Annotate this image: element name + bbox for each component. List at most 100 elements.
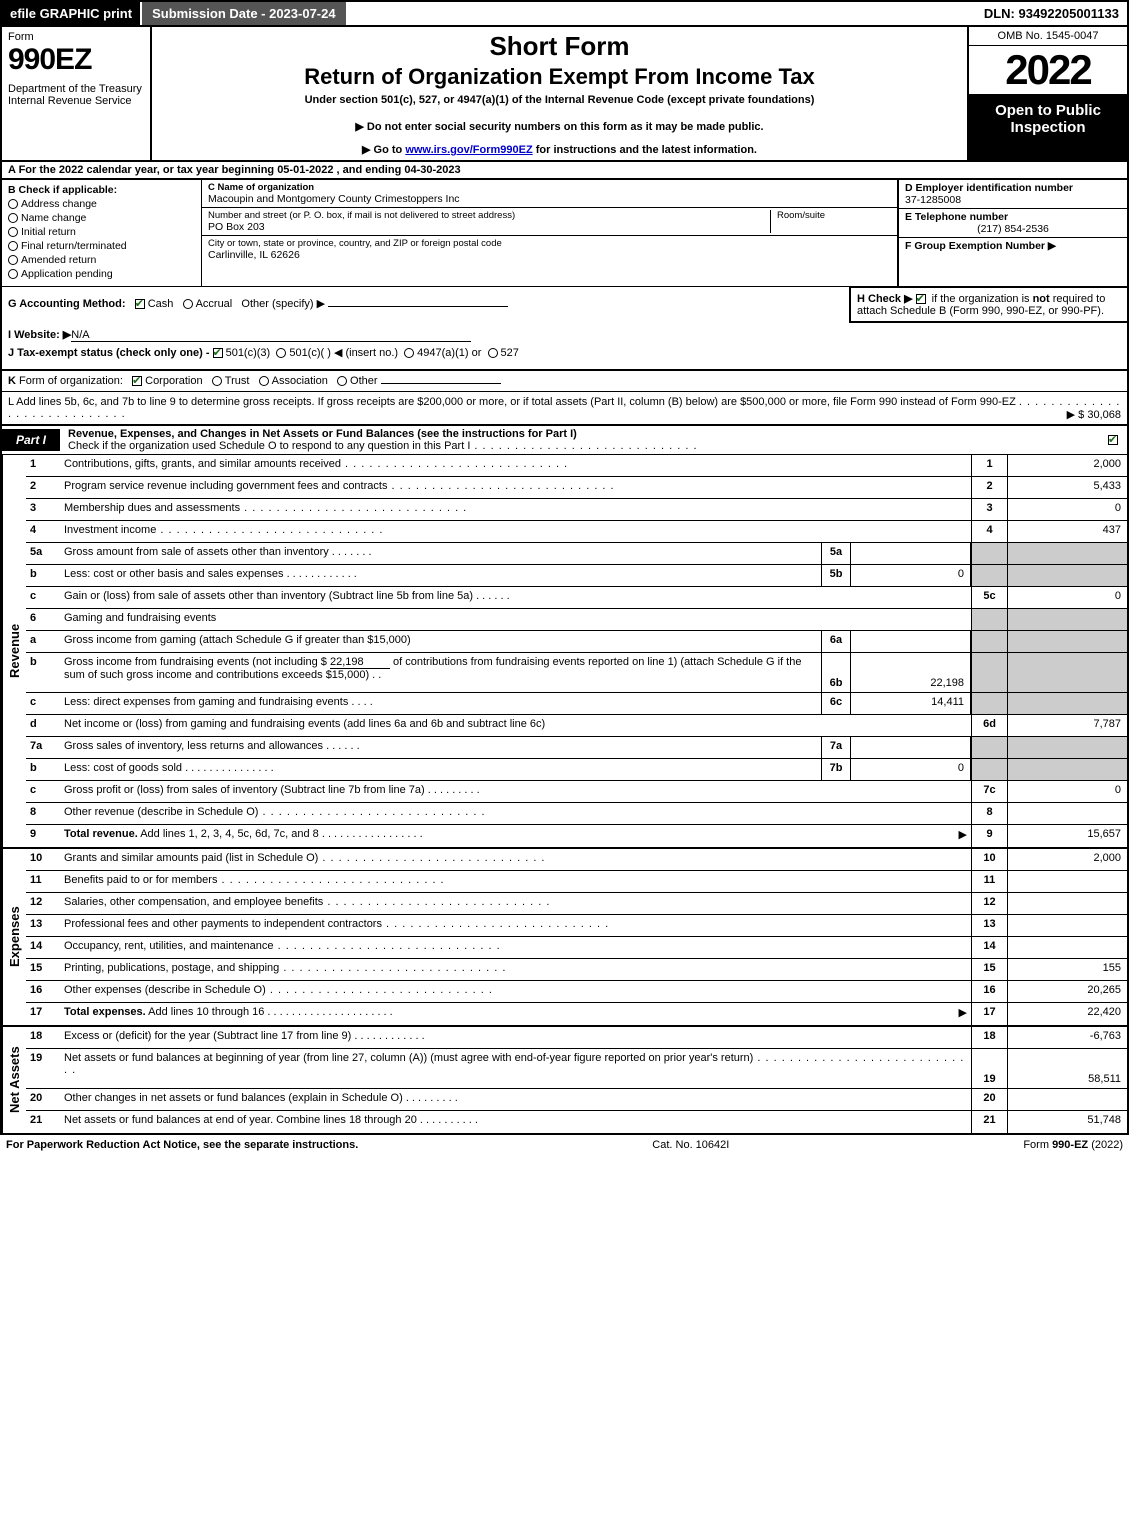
l2-ev: 5,433	[1007, 477, 1127, 498]
cb-final-icon[interactable]	[8, 241, 18, 251]
cb-pending-icon[interactable]	[8, 269, 18, 279]
j-527-rb-icon[interactable]	[488, 348, 498, 358]
room-label: Room/suite	[777, 210, 891, 221]
l7c-text: Gross profit or (loss) from sales of inv…	[64, 784, 425, 796]
goto-pre: ▶ Go to	[362, 144, 405, 156]
j-4947: 4947(a)(1) or	[417, 347, 481, 359]
l5b-ev	[1007, 565, 1127, 586]
open-inspection: Open to Public Inspection	[969, 94, 1127, 160]
website-value: N/A	[71, 329, 471, 342]
j-4947-rb-icon[interactable]	[404, 348, 414, 358]
line-18: 18Excess or (deficit) for the year (Subt…	[26, 1027, 1127, 1049]
l5a-ev	[1007, 543, 1127, 564]
d-row: D Employer identification number 37-1285…	[899, 180, 1127, 209]
cb-amended-icon[interactable]	[8, 255, 18, 265]
h-checkbox-icon[interactable]	[916, 294, 926, 304]
k-trust-rb-icon[interactable]	[212, 376, 222, 386]
l6d-desc: Net income or (loss) from gaming and fun…	[60, 715, 971, 736]
l6a-num: a	[26, 631, 60, 652]
l18-text: Excess or (deficit) for the year (Subtra…	[64, 1030, 351, 1042]
l10-en: 10	[971, 849, 1007, 870]
l20-ev	[1007, 1089, 1127, 1110]
l16-desc: Other expenses (describe in Schedule O)	[60, 981, 971, 1002]
l8-num: 8	[26, 803, 60, 824]
l6b-mv: 22,198	[851, 653, 971, 692]
l8-en: 8	[971, 803, 1007, 824]
dots-icon	[387, 480, 614, 492]
line-6: 6Gaming and fundraising events	[26, 609, 1127, 631]
section-ghij: H Check ▶ if the organization is not req…	[0, 286, 1129, 371]
l14-desc: Occupancy, rent, utilities, and maintena…	[60, 937, 971, 958]
l6a-mv	[851, 631, 971, 652]
section-bcdef: B Check if applicable: Address change Na…	[0, 180, 1129, 286]
l20-text: Other changes in net assets or fund bala…	[64, 1092, 403, 1104]
part1-title-text: Revenue, Expenses, and Changes in Net As…	[68, 428, 577, 440]
c-name-row: C Name of organization Macoupin and Mont…	[202, 180, 897, 208]
j-527: 527	[501, 347, 519, 359]
l-text: L Add lines 5b, 6c, and 7b to line 9 to …	[8, 396, 1016, 408]
l8-text: Other revenue (describe in Schedule O)	[64, 806, 258, 818]
c-city-row: City or town, state or province, country…	[202, 236, 897, 286]
l2-num: 2	[26, 477, 60, 498]
line-17: 17Total expenses. Add lines 10 through 1…	[26, 1003, 1127, 1025]
l11-en: 11	[971, 871, 1007, 892]
chk-address: Address change	[8, 198, 195, 210]
line-7b: bLess: cost of goods sold . . . . . . . …	[26, 759, 1127, 781]
l7b-num: b	[26, 759, 60, 780]
goto-post: for instructions and the latest informat…	[533, 144, 757, 156]
l6a-en	[971, 631, 1007, 652]
form-header: Form 990EZ Department of the Treasury In…	[0, 27, 1129, 162]
h-label: H Check ▶	[857, 293, 913, 305]
c-label-text: C Name of organization	[208, 182, 314, 193]
irs-link[interactable]: www.irs.gov/Form990EZ	[405, 144, 532, 156]
k-other-rb-icon[interactable]	[337, 376, 347, 386]
line-5c: cGain or (loss) from sale of assets othe…	[26, 587, 1127, 609]
line-21: 21Net assets or fund balances at end of …	[26, 1111, 1127, 1133]
l3-ev: 0	[1007, 499, 1127, 520]
cb-address-icon[interactable]	[8, 199, 18, 209]
cb-initial-icon[interactable]	[8, 227, 18, 237]
l18-ev: -6,763	[1007, 1027, 1127, 1048]
l6d-ev: 7,787	[1007, 715, 1127, 736]
k-corp-cb-icon[interactable]	[132, 376, 142, 386]
l7a-mn: 7a	[821, 737, 851, 758]
room-cell: Room/suite	[771, 210, 891, 233]
l17-bold: Total expenses.	[64, 1006, 146, 1018]
j-501c3-cb-icon[interactable]	[213, 348, 223, 358]
l21-ev: 51,748	[1007, 1111, 1127, 1133]
l16-num: 16	[26, 981, 60, 1002]
l6d-num: d	[26, 715, 60, 736]
short-form: Short Form	[160, 31, 959, 62]
k-assoc-rb-icon[interactable]	[259, 376, 269, 386]
j-501c: 501(c)( ) ◀ (insert no.)	[289, 347, 398, 359]
cash-cb-icon[interactable]	[135, 299, 145, 309]
l6a-text: Gross income from gaming (attach Schedul…	[64, 634, 411, 646]
l6b-desc: Gross income from fundraising events (no…	[60, 653, 821, 692]
l19-text: Net assets or fund balances at beginning…	[64, 1052, 753, 1064]
chk-pending-label: Application pending	[21, 268, 113, 280]
chk-name-label: Name change	[21, 212, 86, 224]
revenue-rows: 1Contributions, gifts, grants, and simil…	[26, 455, 1127, 847]
l5a-mv	[851, 543, 971, 564]
l21-en: 21	[971, 1111, 1007, 1133]
l7c-num: c	[26, 781, 60, 802]
expenses-grid: Expenses 10Grants and similar amounts pa…	[0, 849, 1129, 1027]
i-line: I Website: ▶N/A	[8, 328, 1121, 342]
part1-cb-icon[interactable]	[1108, 435, 1118, 445]
dots-icon	[156, 524, 383, 536]
accrual-rb-icon[interactable]	[183, 299, 193, 309]
j-501c-rb-icon[interactable]	[276, 348, 286, 358]
l6b-ev	[1007, 653, 1127, 692]
l7c-en: 7c	[971, 781, 1007, 802]
accrual-label: Accrual	[196, 298, 233, 310]
street-label: Number and street (or P. O. box, if mail…	[208, 210, 764, 221]
c-street-row: Number and street (or P. O. box, if mail…	[202, 208, 897, 236]
arrow-icon: ▶	[959, 828, 967, 841]
l6c-ev	[1007, 693, 1127, 714]
netassets-sidelabel: Net Assets	[2, 1027, 26, 1133]
l13-desc: Professional fees and other payments to …	[60, 915, 971, 936]
f-row: F Group Exemption Number ▶	[899, 238, 1127, 254]
cb-name-icon[interactable]	[8, 213, 18, 223]
l20-desc: Other changes in net assets or fund bala…	[60, 1089, 971, 1110]
j-501c3: 501(c)(3)	[226, 347, 271, 359]
